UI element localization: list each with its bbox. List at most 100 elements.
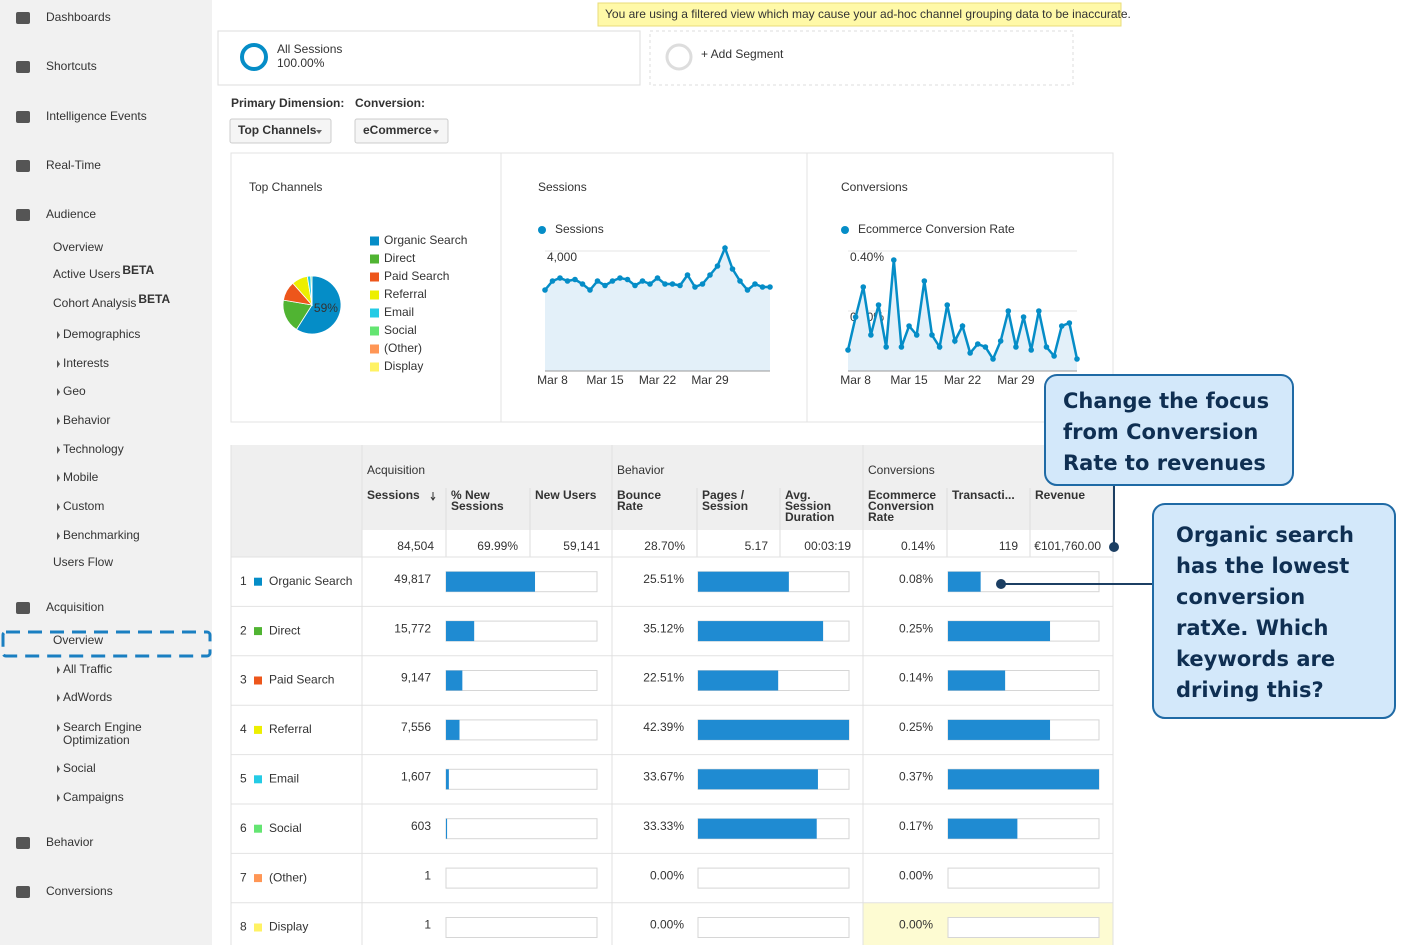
segment-name: All Sessions — [277, 42, 342, 56]
column-header[interactable]: Transacti... — [952, 488, 1015, 502]
nav-icon — [16, 602, 30, 614]
nav-subitem[interactable]: Active Users — [53, 267, 120, 281]
nav-item[interactable]: Acquisition — [46, 600, 104, 614]
row-rank: 5 — [240, 771, 247, 785]
bar-track — [445, 768, 598, 790]
callout-text: Organic search — [1176, 523, 1354, 547]
x-tick-label: Mar 8 — [537, 373, 568, 387]
series-point — [684, 272, 691, 278]
channel-link[interactable]: Email — [269, 771, 299, 785]
series-point — [624, 276, 631, 283]
column-group: Acquisition — [367, 463, 425, 477]
nav-item[interactable]: Audience — [46, 207, 96, 221]
channel-link[interactable]: Display — [269, 920, 308, 934]
column-header[interactable]: New Users — [535, 488, 597, 502]
add-segment[interactable]: + Add Segment — [701, 47, 784, 61]
total-value: €101,760.00 — [1034, 539, 1101, 553]
column-header[interactable]: % New — [451, 488, 490, 502]
column-header[interactable]: Sessions — [451, 499, 504, 513]
nav-item[interactable]: Shortcuts — [46, 59, 97, 73]
cell-value: 0.25% — [899, 621, 933, 635]
bar — [698, 621, 824, 642]
nav-subitem[interactable]: Users Flow — [53, 555, 113, 569]
channel-link[interactable]: Social — [269, 821, 302, 835]
nav-subitem[interactable]: Search Engine — [63, 720, 142, 734]
cell-value: 1,607 — [401, 769, 431, 783]
series-point — [557, 275, 563, 281]
series-point — [609, 278, 616, 284]
add-segment-box[interactable] — [649, 30, 1074, 86]
nav-subitem[interactable]: Behavior — [63, 413, 110, 427]
bar — [948, 769, 1099, 790]
row-rank: 7 — [240, 870, 247, 884]
column-header[interactable]: Sessions — [367, 488, 420, 502]
nav-subitem[interactable]: All Traffic — [63, 662, 112, 676]
panel-title: Sessions — [538, 180, 587, 194]
channel-link[interactable]: Direct — [269, 623, 301, 637]
cell-value: 0.00% — [650, 868, 684, 882]
legend-swatch — [370, 236, 379, 246]
series-point — [647, 281, 653, 287]
dropdown-value[interactable]: Top Channels — [238, 123, 317, 137]
bar-track — [445, 818, 598, 840]
column-header[interactable]: Conversion — [868, 499, 934, 513]
series-point — [959, 323, 966, 329]
series-point — [1005, 308, 1012, 314]
series-point — [654, 275, 661, 281]
legend-dot — [538, 226, 546, 234]
channel-link[interactable]: Referral — [269, 722, 312, 736]
series-point — [1043, 344, 1050, 350]
expand-arrow — [57, 532, 60, 540]
nav-item[interactable]: Real-Time — [46, 158, 101, 172]
beta-badge: BETA — [122, 263, 154, 277]
total-value: 69.99% — [477, 539, 518, 553]
nav-item[interactable]: Conversions — [46, 884, 113, 898]
column-header[interactable]: Session — [702, 499, 748, 513]
nav-subitem[interactable]: Technology — [63, 442, 124, 456]
column-header[interactable]: Rate — [617, 499, 643, 513]
dropdown[interactable] — [354, 118, 449, 144]
cell-value: 0.00% — [899, 868, 933, 882]
series-point — [737, 278, 743, 284]
column-header[interactable]: Duration — [785, 510, 834, 524]
dropdown[interactable] — [229, 118, 332, 144]
channel-link[interactable]: Paid Search — [269, 673, 334, 687]
series-point — [1020, 314, 1027, 320]
channel-link[interactable]: Organic Search — [269, 574, 352, 588]
column-header[interactable]: Ecommerce — [868, 488, 936, 502]
nav-subitem[interactable]: Benchmarking — [63, 528, 140, 542]
bar — [948, 719, 1051, 740]
column-header[interactable]: Revenue — [1035, 488, 1085, 502]
column-header[interactable]: Bounce — [617, 488, 661, 502]
dropdown-value[interactable]: eCommerce — [363, 123, 432, 137]
nav-icon — [16, 209, 30, 221]
nav-subitem[interactable]: Geo — [63, 384, 86, 398]
nav-subitem[interactable]: Optimization — [63, 733, 130, 747]
nav-subitem[interactable]: Interests — [63, 356, 109, 370]
nav-subitem[interactable]: Demographics — [63, 327, 140, 341]
nav-subitem[interactable]: Custom — [63, 499, 104, 513]
callout-text: Change the focus — [1063, 389, 1269, 413]
series-point — [542, 287, 548, 293]
nav-subitem[interactable]: Overview — [53, 240, 103, 254]
nav-subitem[interactable]: AdWords — [63, 690, 112, 704]
legend-swatch — [370, 326, 379, 336]
series-point — [669, 281, 676, 287]
nav-subitem[interactable]: Campaigns — [63, 790, 124, 804]
nav-item[interactable]: Intelligence Events — [46, 109, 147, 123]
column-header[interactable]: Rate — [868, 510, 894, 524]
cell-value: 0.14% — [899, 671, 933, 685]
nav-item[interactable]: Behavior — [46, 835, 93, 849]
column-header[interactable]: Pages / — [702, 488, 745, 502]
nav-subitem[interactable]: Cohort Analysis — [53, 296, 136, 310]
nav-subitem[interactable]: Mobile — [63, 470, 99, 484]
column-group: Conversions — [868, 463, 935, 477]
nav-subitem[interactable]: Social — [63, 761, 96, 775]
nav-item[interactable]: Dashboards — [46, 10, 111, 24]
column-header[interactable]: Avg. — [785, 488, 811, 502]
nav-subitem[interactable]: Overview — [53, 633, 103, 647]
channel-link[interactable]: (Other) — [269, 870, 307, 884]
column-header[interactable]: Session — [785, 499, 831, 513]
cell-value: 22.51% — [643, 671, 684, 685]
